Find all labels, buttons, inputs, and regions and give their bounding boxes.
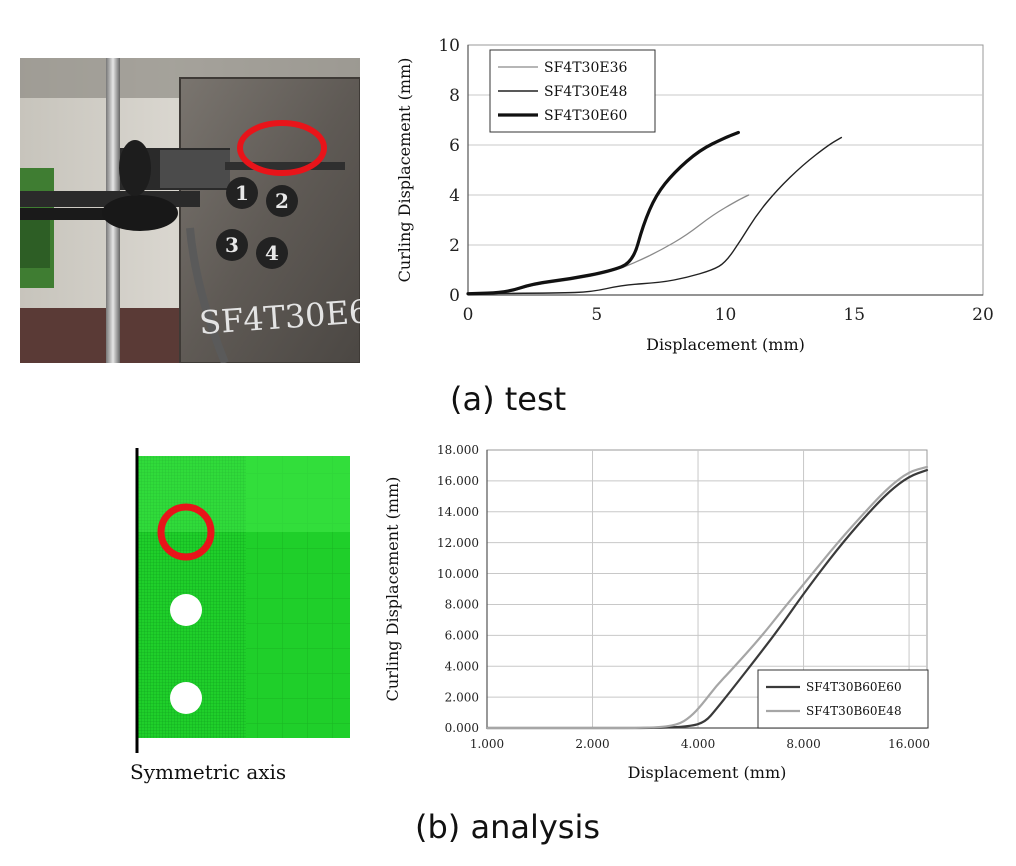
y-tick-label: 8.000 [445,598,479,612]
legend-label: SF4T30E48 [544,84,627,100]
fem-highlight-circle [157,503,215,561]
x-tick-label: 20 [972,305,994,325]
y-axis-label: Curling Displacement (mm) [383,477,402,702]
curling-highlight-circle [237,120,327,176]
series-line-SF4T30E60 [466,130,740,296]
fem-mesh [132,448,354,753]
test-chart: 0 2 4 6 8 10 0 5 10 15 20 Displacement (mm) Curling … [395,36,994,354]
x-tick-label: 15 [843,305,865,325]
y-tick-label: 6 [449,136,460,156]
x-tick-label: 10 [715,305,737,325]
bolt-labels: 1 2 3 4 [225,181,289,265]
y-tick-label: 2.000 [445,690,479,704]
bolt-4-label: 4 [265,241,279,265]
legend [757,669,929,729]
y-tick-label: 10.000 [437,567,479,581]
caption-a: (a) test [450,380,567,418]
y-tick-label: 16.000 [437,474,479,488]
x-tick-label: 2.000 [575,737,609,751]
y-tick-label: 4 [449,186,460,206]
y-tick-label: 10 [438,36,460,56]
x-tick-label: 5 [591,305,602,325]
x-tick-label: 8.000 [786,737,820,751]
y-tick-label: 6.000 [445,629,479,643]
x-tick-label: 16.000 [888,737,930,751]
bolt-2-label: 2 [275,189,289,213]
y-tick-label: 8 [449,86,460,106]
x-tick-label: 1.000 [470,737,504,751]
bolt-3-label: 3 [225,233,239,257]
x-tick-label: 4.000 [681,737,715,751]
y-tick-label: 0.000 [445,721,479,735]
bolt-hole [170,594,202,626]
y-tick-label: 18.000 [437,443,479,457]
legend-label: SF4T30E36 [544,60,627,76]
x-axis-label: Displacement (mm) [628,763,787,782]
analysis-chart: 0.000 2.000 4.000 6.000 8.000 10.000 12.000 14.… [383,443,930,782]
x-axis-label: Displacement (mm) [646,335,805,354]
bolt-1-label: 1 [235,181,249,205]
symmetric-axis-label: Symmetric axis [130,760,287,784]
legend-label: SF4T30E60 [544,108,627,124]
y-tick-label: 14.000 [437,505,479,519]
series-line-SF4T30B60E48 [485,465,929,730]
y-axis-label: Curling Displacement (mm) [395,58,414,283]
bolt-hole [170,682,202,714]
legend-label: SF4T30B60E60 [806,680,902,694]
y-tick-label: 0 [449,286,460,306]
x-tick-label: 0 [463,305,474,325]
y-tick-label: 12.000 [437,536,479,550]
caption-b: (b) analysis [415,808,601,846]
test-photo: 1 2 3 4 SF4T30E60 [20,58,391,365]
y-tick-label: 4.000 [445,659,479,673]
series-line-SF4T30E48 [467,136,843,295]
y-tick-label: 2 [449,236,460,256]
legend-label: SF4T30B60E48 [806,704,902,718]
